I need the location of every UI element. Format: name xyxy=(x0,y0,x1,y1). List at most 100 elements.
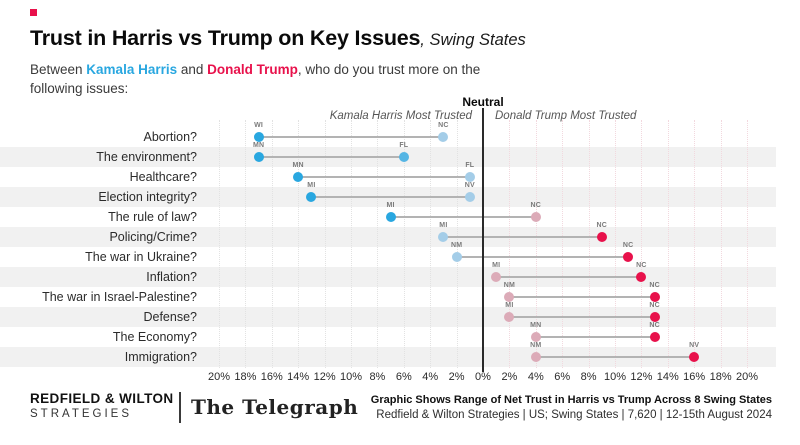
dumbbell-line xyxy=(390,216,536,218)
data-point-dot xyxy=(293,172,304,182)
state-label: NV xyxy=(464,182,475,189)
data-point-dot xyxy=(689,352,700,362)
state-label: NC xyxy=(649,302,660,309)
axis-tick-label: 12% xyxy=(630,371,653,383)
state-label: NC xyxy=(649,282,660,289)
gridline xyxy=(667,120,669,368)
gridline xyxy=(298,120,300,368)
state-label: MI xyxy=(492,262,501,269)
state-label: MI xyxy=(505,302,514,309)
state-label: NV xyxy=(689,342,700,349)
axis-tick-label: 4% xyxy=(422,371,439,383)
data-point-dot xyxy=(398,152,409,162)
data-point-dot xyxy=(438,232,449,242)
gridline xyxy=(562,120,564,368)
source-line: Redfield & Wilton Strategies | US; Swing… xyxy=(376,409,772,421)
gridline xyxy=(720,120,722,368)
data-point-dot xyxy=(464,192,475,202)
axis-tick-label: 10% xyxy=(603,371,627,383)
axis-tick-label: 2% xyxy=(501,371,518,383)
telegraph-logo: The Telegraph xyxy=(191,395,359,419)
state-label: MN xyxy=(292,162,304,169)
axis-tick-label: 8% xyxy=(369,371,386,383)
axis-tick-label: 8% xyxy=(580,371,597,383)
redfield-wilton-logo: REDFIELD & WILTON STRATEGIES xyxy=(30,391,174,420)
data-point-dot xyxy=(649,292,660,302)
data-point-dot xyxy=(504,292,515,302)
neutral-axis-label: Neutral xyxy=(462,95,504,109)
axis-tick-label: 12% xyxy=(313,371,336,383)
dumbbell-line xyxy=(509,296,655,298)
data-point-dot xyxy=(451,252,462,262)
state-label: NC xyxy=(438,122,449,129)
row-band xyxy=(0,267,776,287)
gridline xyxy=(245,120,247,368)
gridline xyxy=(324,120,326,368)
harris-side-label: Kamala Harris Most Trusted xyxy=(329,110,472,122)
title-suffix: , Swing States xyxy=(420,31,526,49)
state-label: NC xyxy=(622,242,634,249)
dumbbell-line xyxy=(535,356,695,358)
logo-divider xyxy=(179,392,181,423)
state-label: FL xyxy=(465,162,475,169)
subtitle: Between Kamala Harris and Donald Trump, … xyxy=(30,60,480,98)
state-label: NM xyxy=(530,342,542,349)
gridline xyxy=(535,120,537,368)
issue-label: The war in Israel-Palestine? xyxy=(42,290,197,304)
gridline xyxy=(588,120,590,368)
issue-label: The Economy? xyxy=(112,330,197,344)
gridline xyxy=(430,120,432,368)
data-point-dot xyxy=(623,252,634,262)
state-label: FL xyxy=(399,142,409,149)
gridline xyxy=(271,120,273,368)
axis-tick-label: 6% xyxy=(554,371,571,383)
state-label: MN xyxy=(252,142,265,149)
axis-tick-label: 14% xyxy=(656,371,679,383)
gridline xyxy=(377,120,379,368)
issue-label: Abortion? xyxy=(143,130,197,144)
data-point-dot xyxy=(385,212,396,222)
state-label: NM xyxy=(503,282,516,289)
gridline xyxy=(219,120,220,368)
data-point-dot xyxy=(636,272,647,282)
data-point-dot xyxy=(491,272,502,282)
dumbbell-line xyxy=(258,156,404,158)
data-point-dot xyxy=(504,312,515,322)
data-point-dot xyxy=(530,332,541,342)
graphic-description: Graphic Shows Range of Net Trust in Harr… xyxy=(370,394,772,406)
issue-label: Defense? xyxy=(143,310,197,324)
data-point-dot xyxy=(253,152,264,162)
page-title: Trust in Harris vs Trump on Key Issues, … xyxy=(30,26,526,51)
dumbbell-line xyxy=(258,136,444,138)
data-point-dot xyxy=(530,212,541,222)
dumbbell-line xyxy=(496,276,642,278)
axis-tick-label: 14% xyxy=(287,371,310,383)
axis-tick-label: 6% xyxy=(395,371,412,383)
state-label: NC xyxy=(596,222,608,229)
gridline xyxy=(351,120,352,368)
state-label: MI xyxy=(439,222,448,229)
gridline xyxy=(641,120,643,368)
state-label: NC xyxy=(530,202,542,209)
issue-label: Healthcare? xyxy=(129,170,197,184)
gridline xyxy=(456,120,458,368)
dumbbell-line xyxy=(456,256,629,258)
title-main: Trust in Harris vs Trump on Key Issues xyxy=(30,26,421,50)
data-point-dot xyxy=(253,132,264,142)
gridline xyxy=(747,120,748,368)
dumbbell-line xyxy=(509,316,655,318)
axis-tick-label: 20% xyxy=(735,371,759,383)
axis-tick-label: 2% xyxy=(448,371,465,383)
source-note: Graphic Shows Range of Net Trust in Harr… xyxy=(371,394,772,421)
state-label: MI xyxy=(386,202,395,209)
dumbbell-line xyxy=(535,336,655,338)
data-point-dot xyxy=(530,352,541,362)
state-label: NM xyxy=(450,242,463,249)
dumbbell-line xyxy=(298,176,470,178)
axis-tick-label: 10% xyxy=(339,371,363,383)
axis-tick-label: 18% xyxy=(234,371,257,383)
row-band xyxy=(0,347,776,367)
issue-label: Immigration? xyxy=(124,350,197,364)
